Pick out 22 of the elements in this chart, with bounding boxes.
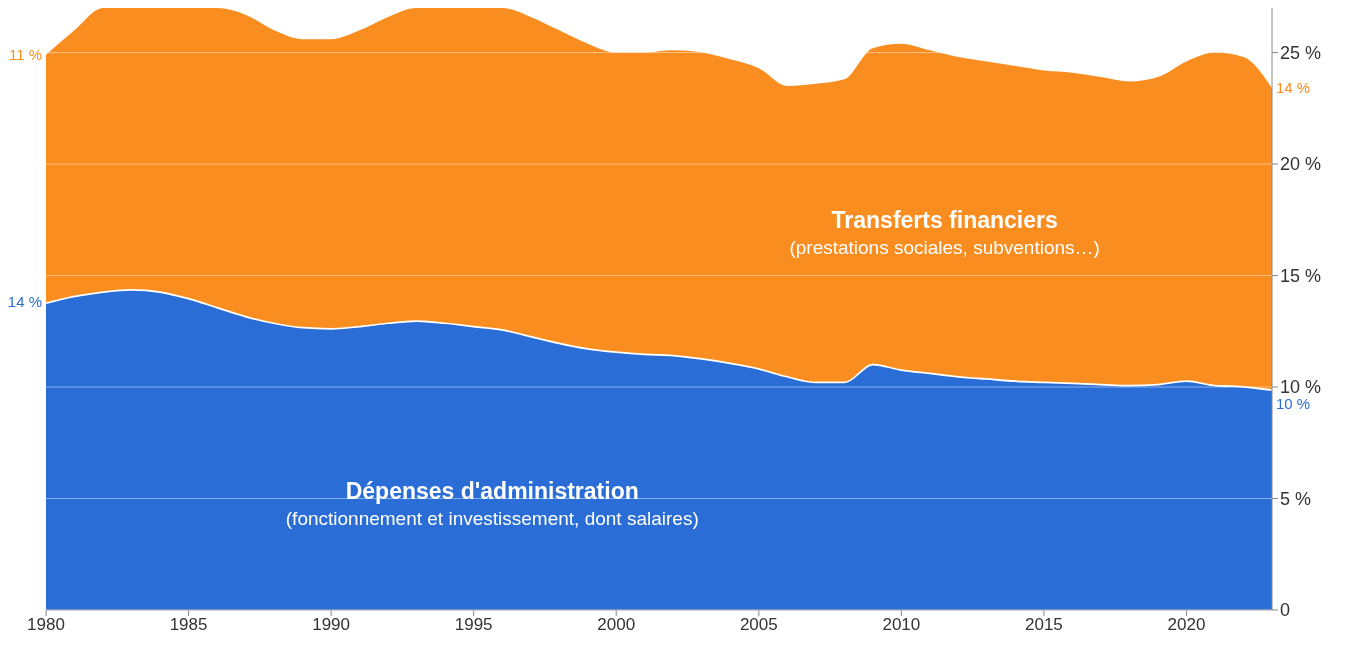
y-tick-label: 0: [1280, 600, 1291, 621]
annotation: (fonctionnement et investissement, dont salaires): [284, 506, 700, 531]
x-tick-label: 2015: [1024, 615, 1063, 635]
x-tick-label: 2000: [597, 615, 636, 635]
x-tick-label: 1980: [27, 615, 65, 635]
x-tick-label: 2020: [1167, 615, 1206, 635]
annotation: (prestations sociales, subventions…): [788, 235, 1101, 260]
text: 14 %: [7, 293, 42, 311]
x-tick-label: 1995: [454, 615, 493, 635]
x-tick-label: 1990: [312, 615, 351, 635]
y-tick-label: 25 %: [1280, 42, 1322, 63]
x-tick-label: 2010: [882, 615, 921, 635]
text: 11 %: [8, 45, 42, 63]
y-tick-label: 5 %: [1280, 488, 1312, 509]
x-tick-label: 1985: [169, 615, 208, 635]
y-tick-label: 10 %: [1280, 377, 1322, 398]
x-tick-label: 2005: [739, 615, 778, 635]
series-label: Transferts financiers: [830, 205, 1059, 235]
y-tick-label: 20 %: [1280, 154, 1322, 175]
series-label: Dépenses d'administration: [344, 476, 640, 506]
y-tick-label: 15 %: [1280, 265, 1322, 286]
text: 14 %: [1276, 79, 1311, 97]
